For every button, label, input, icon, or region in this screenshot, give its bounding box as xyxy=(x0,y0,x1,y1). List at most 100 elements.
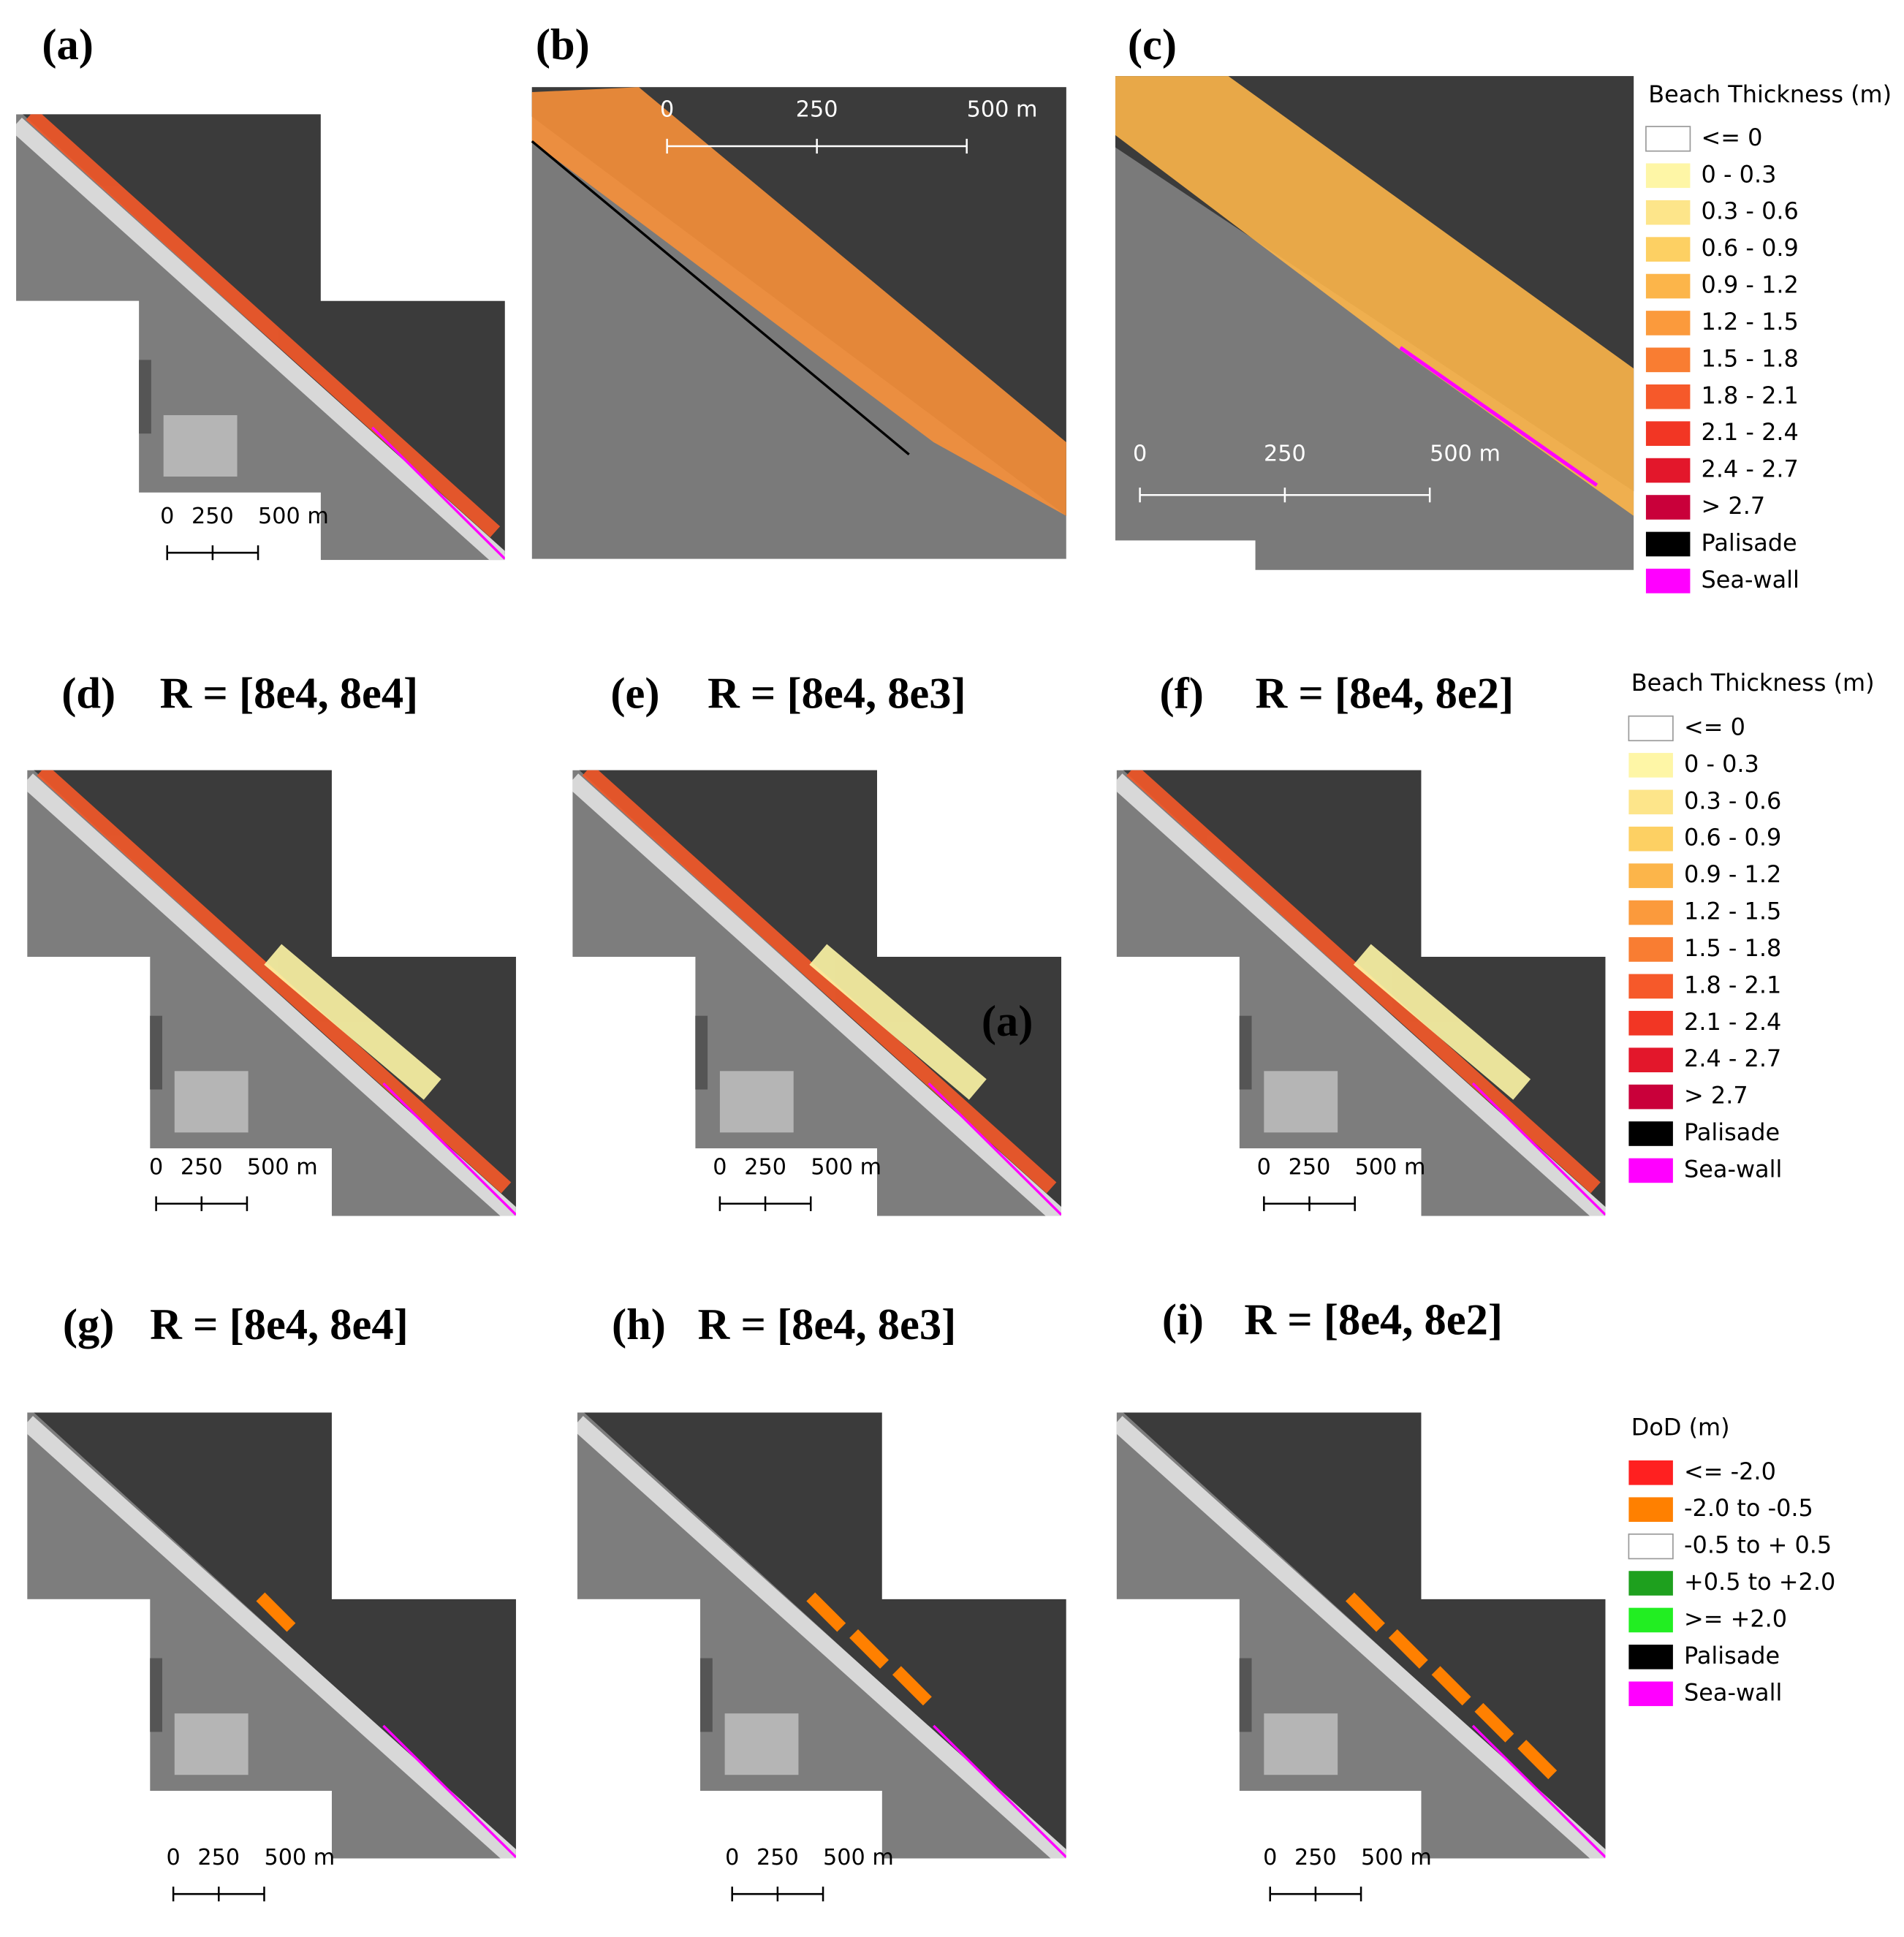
map-panel xyxy=(1115,76,1634,570)
thickness xyxy=(264,944,441,1100)
legend-label: <= 0 xyxy=(1702,124,1763,151)
sea-wall xyxy=(928,1082,1062,1216)
dod-patch xyxy=(1517,1740,1558,1780)
panel-title: R = [8e4, 8e3] xyxy=(708,669,966,718)
legend-swatch xyxy=(1628,1497,1673,1523)
map-panel xyxy=(1116,1412,1606,1859)
scale-label: 250 xyxy=(1264,441,1306,466)
legend-label: 0.6 - 0.9 xyxy=(1684,824,1781,852)
scale-label: 250 xyxy=(191,504,234,529)
dod-patch xyxy=(849,1629,890,1669)
dod-patch xyxy=(1474,1702,1514,1743)
legend-swatch xyxy=(1645,421,1691,446)
beach xyxy=(27,1416,516,1859)
legend-swatch xyxy=(1645,569,1691,594)
panel-title: R = [8e4, 8e2] xyxy=(1256,669,1514,718)
dod-patch xyxy=(1388,1629,1428,1669)
field xyxy=(174,1071,249,1133)
dod-patch xyxy=(892,1666,932,1706)
legend-label: -2.0 to -0.5 xyxy=(1684,1494,1813,1522)
map-panel xyxy=(572,770,1062,1216)
legend-label: 2.1 - 2.4 xyxy=(1702,418,1799,446)
panel-label: (b) xyxy=(536,20,590,69)
legend-swatch xyxy=(1628,974,1673,999)
dod-patch xyxy=(806,1592,846,1632)
legend-swatch xyxy=(1628,1121,1673,1146)
legend-label: 1.2 - 1.5 xyxy=(1684,898,1781,925)
legend-label: 0.3 - 0.6 xyxy=(1702,197,1799,225)
panel-title: R = [8e4, 8e4] xyxy=(150,1300,409,1349)
map xyxy=(572,770,1062,1216)
scale-label: 500 m xyxy=(1355,1155,1426,1180)
legend-swatch xyxy=(1628,1533,1674,1560)
panel-label: (d) xyxy=(61,669,115,718)
map xyxy=(1116,770,1606,1216)
beach xyxy=(16,117,505,561)
legend-label: 0.6 - 0.9 xyxy=(1702,234,1799,262)
scale-label: 0 xyxy=(660,97,674,123)
legend-swatch xyxy=(1628,826,1673,852)
legend-swatch xyxy=(1628,900,1673,925)
legend-swatch xyxy=(1628,1010,1673,1036)
legend-label: 1.5 - 1.8 xyxy=(1702,344,1799,372)
scale-label: 0 xyxy=(1257,1155,1271,1180)
map-panel xyxy=(1116,770,1606,1216)
scale-label: 250 xyxy=(744,1155,786,1180)
thickness xyxy=(582,770,1057,1194)
field xyxy=(1264,1071,1338,1133)
legend-label: 0.3 - 0.6 xyxy=(1684,786,1781,814)
beach xyxy=(27,773,516,1216)
map-panel xyxy=(27,1412,516,1859)
scale-label: 500 m xyxy=(823,1845,894,1870)
scale-label: 500 m xyxy=(264,1845,335,1870)
beach xyxy=(1116,1416,1606,1859)
palisade xyxy=(531,140,910,456)
thickness xyxy=(1115,76,1634,516)
legend-swatch xyxy=(1628,1607,1673,1633)
map xyxy=(27,1412,516,1859)
panel-title: R = [8e4, 8e2] xyxy=(1244,1295,1503,1344)
thickness xyxy=(531,87,1066,516)
sea-wall xyxy=(382,1082,516,1216)
sea-wall xyxy=(933,1724,1066,1858)
thickness xyxy=(1353,944,1531,1100)
legend-swatch xyxy=(1645,384,1691,409)
scale-label: 250 xyxy=(181,1155,223,1180)
legend-title: Beach Thickness (m) xyxy=(1631,669,1875,697)
legend-label: 0.9 - 1.2 xyxy=(1684,860,1781,888)
legend-swatch xyxy=(1628,1681,1673,1707)
legend-swatch xyxy=(1628,1047,1673,1072)
thickness xyxy=(26,114,501,538)
field xyxy=(65,360,151,434)
scale-label: 250 xyxy=(1294,1845,1337,1870)
field xyxy=(719,1071,794,1133)
scale-label: 500 m xyxy=(811,1155,881,1180)
scale-label: 0 xyxy=(713,1155,727,1180)
scale-label: 500 m xyxy=(247,1155,318,1180)
scale-label: 250 xyxy=(756,1845,799,1870)
map xyxy=(577,1412,1066,1859)
scale-label: 0 xyxy=(166,1845,180,1870)
panel-label: (e) xyxy=(610,669,659,718)
legend-title: Beach Thickness (m) xyxy=(1648,80,1892,108)
legend-label: > 2.7 xyxy=(1702,492,1766,520)
legend-title: DoD (m) xyxy=(1631,1413,1730,1441)
scale-label: 250 xyxy=(1289,1155,1331,1180)
field xyxy=(1165,1015,1252,1090)
legend-label: Sea-wall xyxy=(1684,1155,1782,1183)
legend-label: 1.8 - 2.1 xyxy=(1702,382,1799,409)
legend-swatch xyxy=(1645,458,1691,483)
legend-swatch xyxy=(1645,126,1691,152)
legend-swatch xyxy=(1645,200,1691,225)
legend-swatch xyxy=(1628,863,1673,888)
legend-label: 1.2 - 1.5 xyxy=(1702,308,1799,336)
map-panel xyxy=(531,87,1066,559)
scale-label: 0 xyxy=(725,1845,739,1870)
legend-swatch xyxy=(1628,789,1673,815)
legend-label: 2.4 - 2.7 xyxy=(1684,1045,1781,1072)
panel-title: R = [8e4, 8e4] xyxy=(160,669,419,718)
legend-label: <= -2.0 xyxy=(1684,1458,1776,1485)
panel-label: (h) xyxy=(612,1300,666,1349)
scale-label: 500 m xyxy=(258,504,329,529)
legend-swatch xyxy=(1645,347,1691,373)
